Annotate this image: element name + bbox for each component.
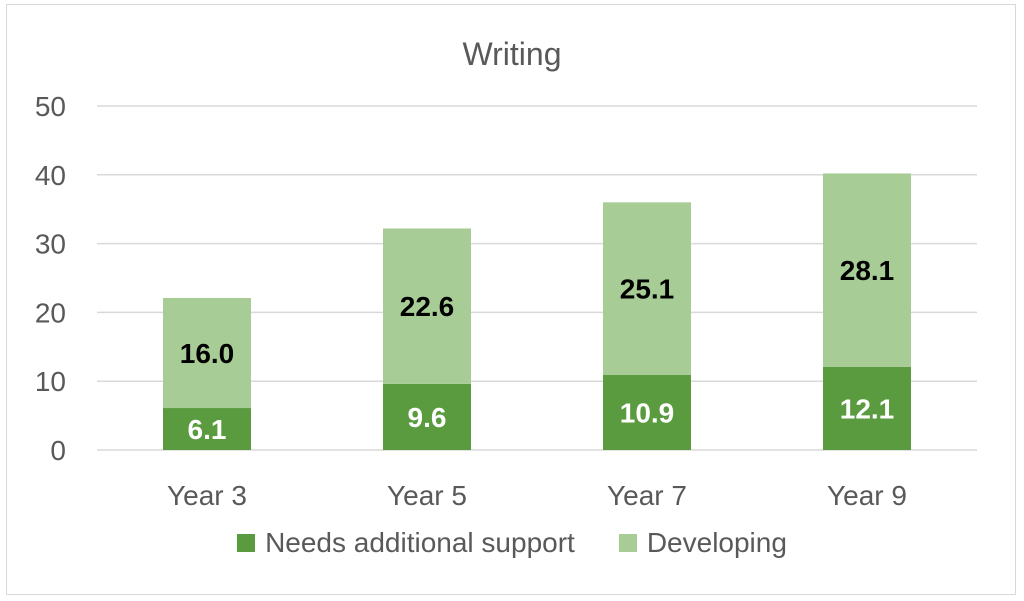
bar-developing-2 <box>603 202 691 376</box>
data-label-developing-0: 16.0 <box>180 338 235 369</box>
bar-developing-1 <box>383 228 471 384</box>
legend-label-needs-additional-support: Needs additional support <box>265 527 575 558</box>
bar-needs-additional-support-1 <box>383 383 471 450</box>
bar-needs-additional-support-0 <box>163 408 251 450</box>
x-tick-label-1: Year 5 <box>387 480 467 511</box>
legend: Needs additional support Developing <box>0 527 1024 559</box>
legend-item-developing: Developing <box>618 527 787 559</box>
y-tick-label-20: 20 <box>35 297 66 328</box>
data-label-needs-additional-support-0: 6.1 <box>188 414 227 445</box>
bar-developing-0 <box>163 297 251 409</box>
bar-needs-additional-support-3 <box>823 366 911 450</box>
bar-needs-additional-support-2 <box>603 375 691 450</box>
data-label-needs-additional-support-1: 9.6 <box>408 402 447 433</box>
legend-swatch-developing <box>618 534 637 552</box>
y-tick-label-40: 40 <box>35 160 66 191</box>
y-tick-label-50: 50 <box>35 91 66 122</box>
y-tick-label-10: 10 <box>35 366 66 397</box>
y-tick-label-30: 30 <box>35 229 66 260</box>
legend-swatch-needs-additional-support <box>237 534 256 552</box>
legend-label-developing: Developing <box>646 527 787 558</box>
x-tick-label-2: Year 7 <box>607 480 687 511</box>
data-label-developing-3: 28.1 <box>840 255 895 286</box>
data-label-needs-additional-support-3: 12.1 <box>840 393 895 424</box>
chart-title: Writing <box>462 36 562 72</box>
x-tick-label-0: Year 3 <box>167 480 247 511</box>
data-label-developing-1: 22.6 <box>400 291 455 322</box>
bar-developing-3 <box>823 173 911 367</box>
y-tick-label-0: 0 <box>50 435 66 466</box>
data-label-developing-2: 25.1 <box>620 274 675 305</box>
x-tick-label-3: Year 9 <box>827 480 907 511</box>
legend-item-needs-additional-support: Needs additional support <box>237 527 575 559</box>
data-label-needs-additional-support-2: 10.9 <box>620 398 675 429</box>
